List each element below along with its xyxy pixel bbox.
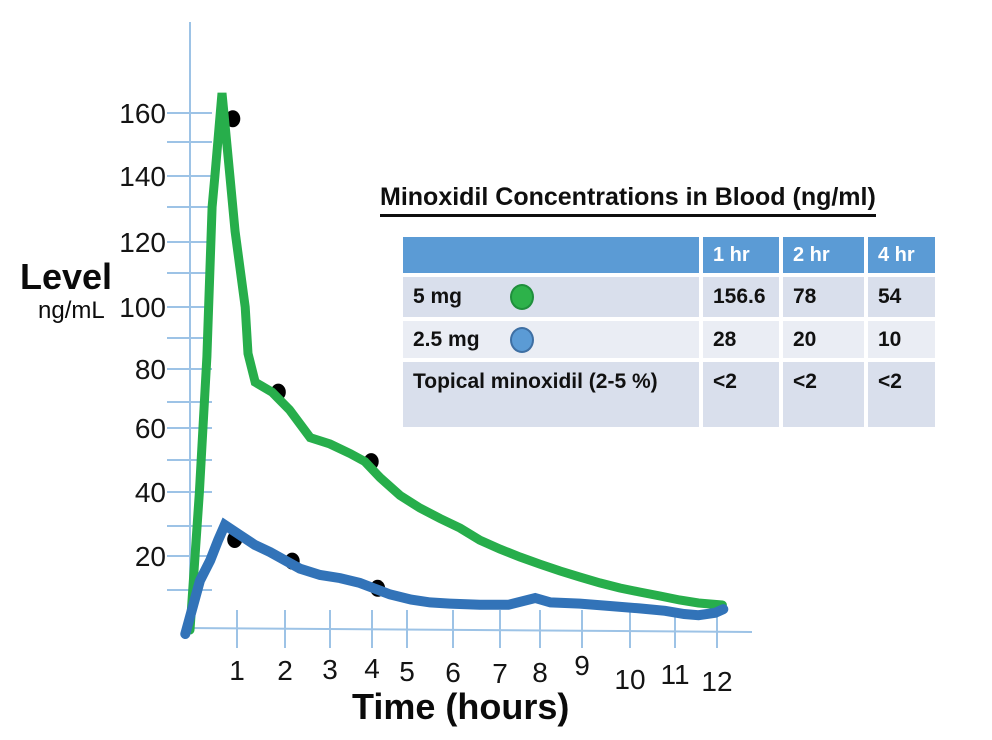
x-tick-label: 11 <box>660 659 689 690</box>
legend-dot-2.5mg-icon <box>510 326 534 353</box>
x-tick-label: 3 <box>322 654 338 685</box>
row-topical-label-text: Topical minoxidil (2-5 %) <box>413 370 658 393</box>
table-header-blank <box>403 237 699 273</box>
x-tick-label: 12 <box>701 666 732 697</box>
cell-topical-2hr: <2 <box>783 362 864 427</box>
row-5mg-label-text: 5 mg <box>413 285 463 308</box>
table-row-2.5mg-label: 2.5 mg <box>403 321 699 358</box>
table-header-2hr: 2 hr <box>783 237 864 273</box>
y-tick-label: 40 <box>135 477 166 508</box>
y-tick-label: 80 <box>135 354 166 385</box>
x-tick-label: 1 <box>229 655 245 686</box>
x-tick-label: 7 <box>492 658 508 689</box>
y-tick-label: 120 <box>119 227 166 258</box>
cell-topical-1hr: <2 <box>703 362 779 427</box>
cell-2.5mg-1hr: 28 <box>703 321 779 358</box>
y-axis-title: Level <box>20 256 113 297</box>
x-tick-label: 6 <box>445 657 461 688</box>
row-2.5mg-label-text: 2.5 mg <box>413 327 480 351</box>
concentration-table: 1 hr 2 hr 4 hr 5 mg 156.6 78 54 2.5 mg 2… <box>403 237 935 427</box>
y-tick-label: 160 <box>119 98 166 129</box>
x-axis-line <box>185 627 753 633</box>
x-tick-label: 4 <box>364 653 380 684</box>
table-title: Minoxidil Concentrations in Blood (ng/ml… <box>380 183 876 217</box>
x-tick-label: 5 <box>399 656 415 687</box>
table-header-4hr: 4 hr <box>868 237 935 273</box>
series-line-5-mg <box>185 92 727 635</box>
table-row-5mg-label: 5 mg <box>403 277 699 317</box>
legend-dot-5mg-icon <box>510 284 534 310</box>
x-tick-label: 8 <box>532 657 548 688</box>
cell-5mg-2hr: 78 <box>783 277 864 317</box>
cell-5mg-1hr: 156.6 <box>703 277 779 317</box>
x-tick-label: 9 <box>574 650 590 681</box>
y-tick-label: 60 <box>135 413 166 444</box>
y-axis-units-label: ng/mL <box>38 297 105 324</box>
x-tick-label: 2 <box>277 655 293 686</box>
y-tick-label: 20 <box>135 541 166 572</box>
x-tick-label: 10 <box>614 664 645 695</box>
cell-2.5mg-2hr: 20 <box>783 321 864 358</box>
x-axis-title: Time (hours) <box>352 686 570 727</box>
cell-topical-4hr: <2 <box>868 362 935 427</box>
cell-5mg-4hr: 54 <box>868 277 935 317</box>
series-line-2.5-mg <box>180 517 729 639</box>
y-tick-label: 100 <box>119 292 166 323</box>
table-row-topical-label: Topical minoxidil (2-5 %) <box>403 362 699 427</box>
cell-2.5mg-4hr: 10 <box>868 321 935 358</box>
table-header-1hr: 1 hr <box>703 237 779 273</box>
y-tick-label: 140 <box>119 161 166 192</box>
